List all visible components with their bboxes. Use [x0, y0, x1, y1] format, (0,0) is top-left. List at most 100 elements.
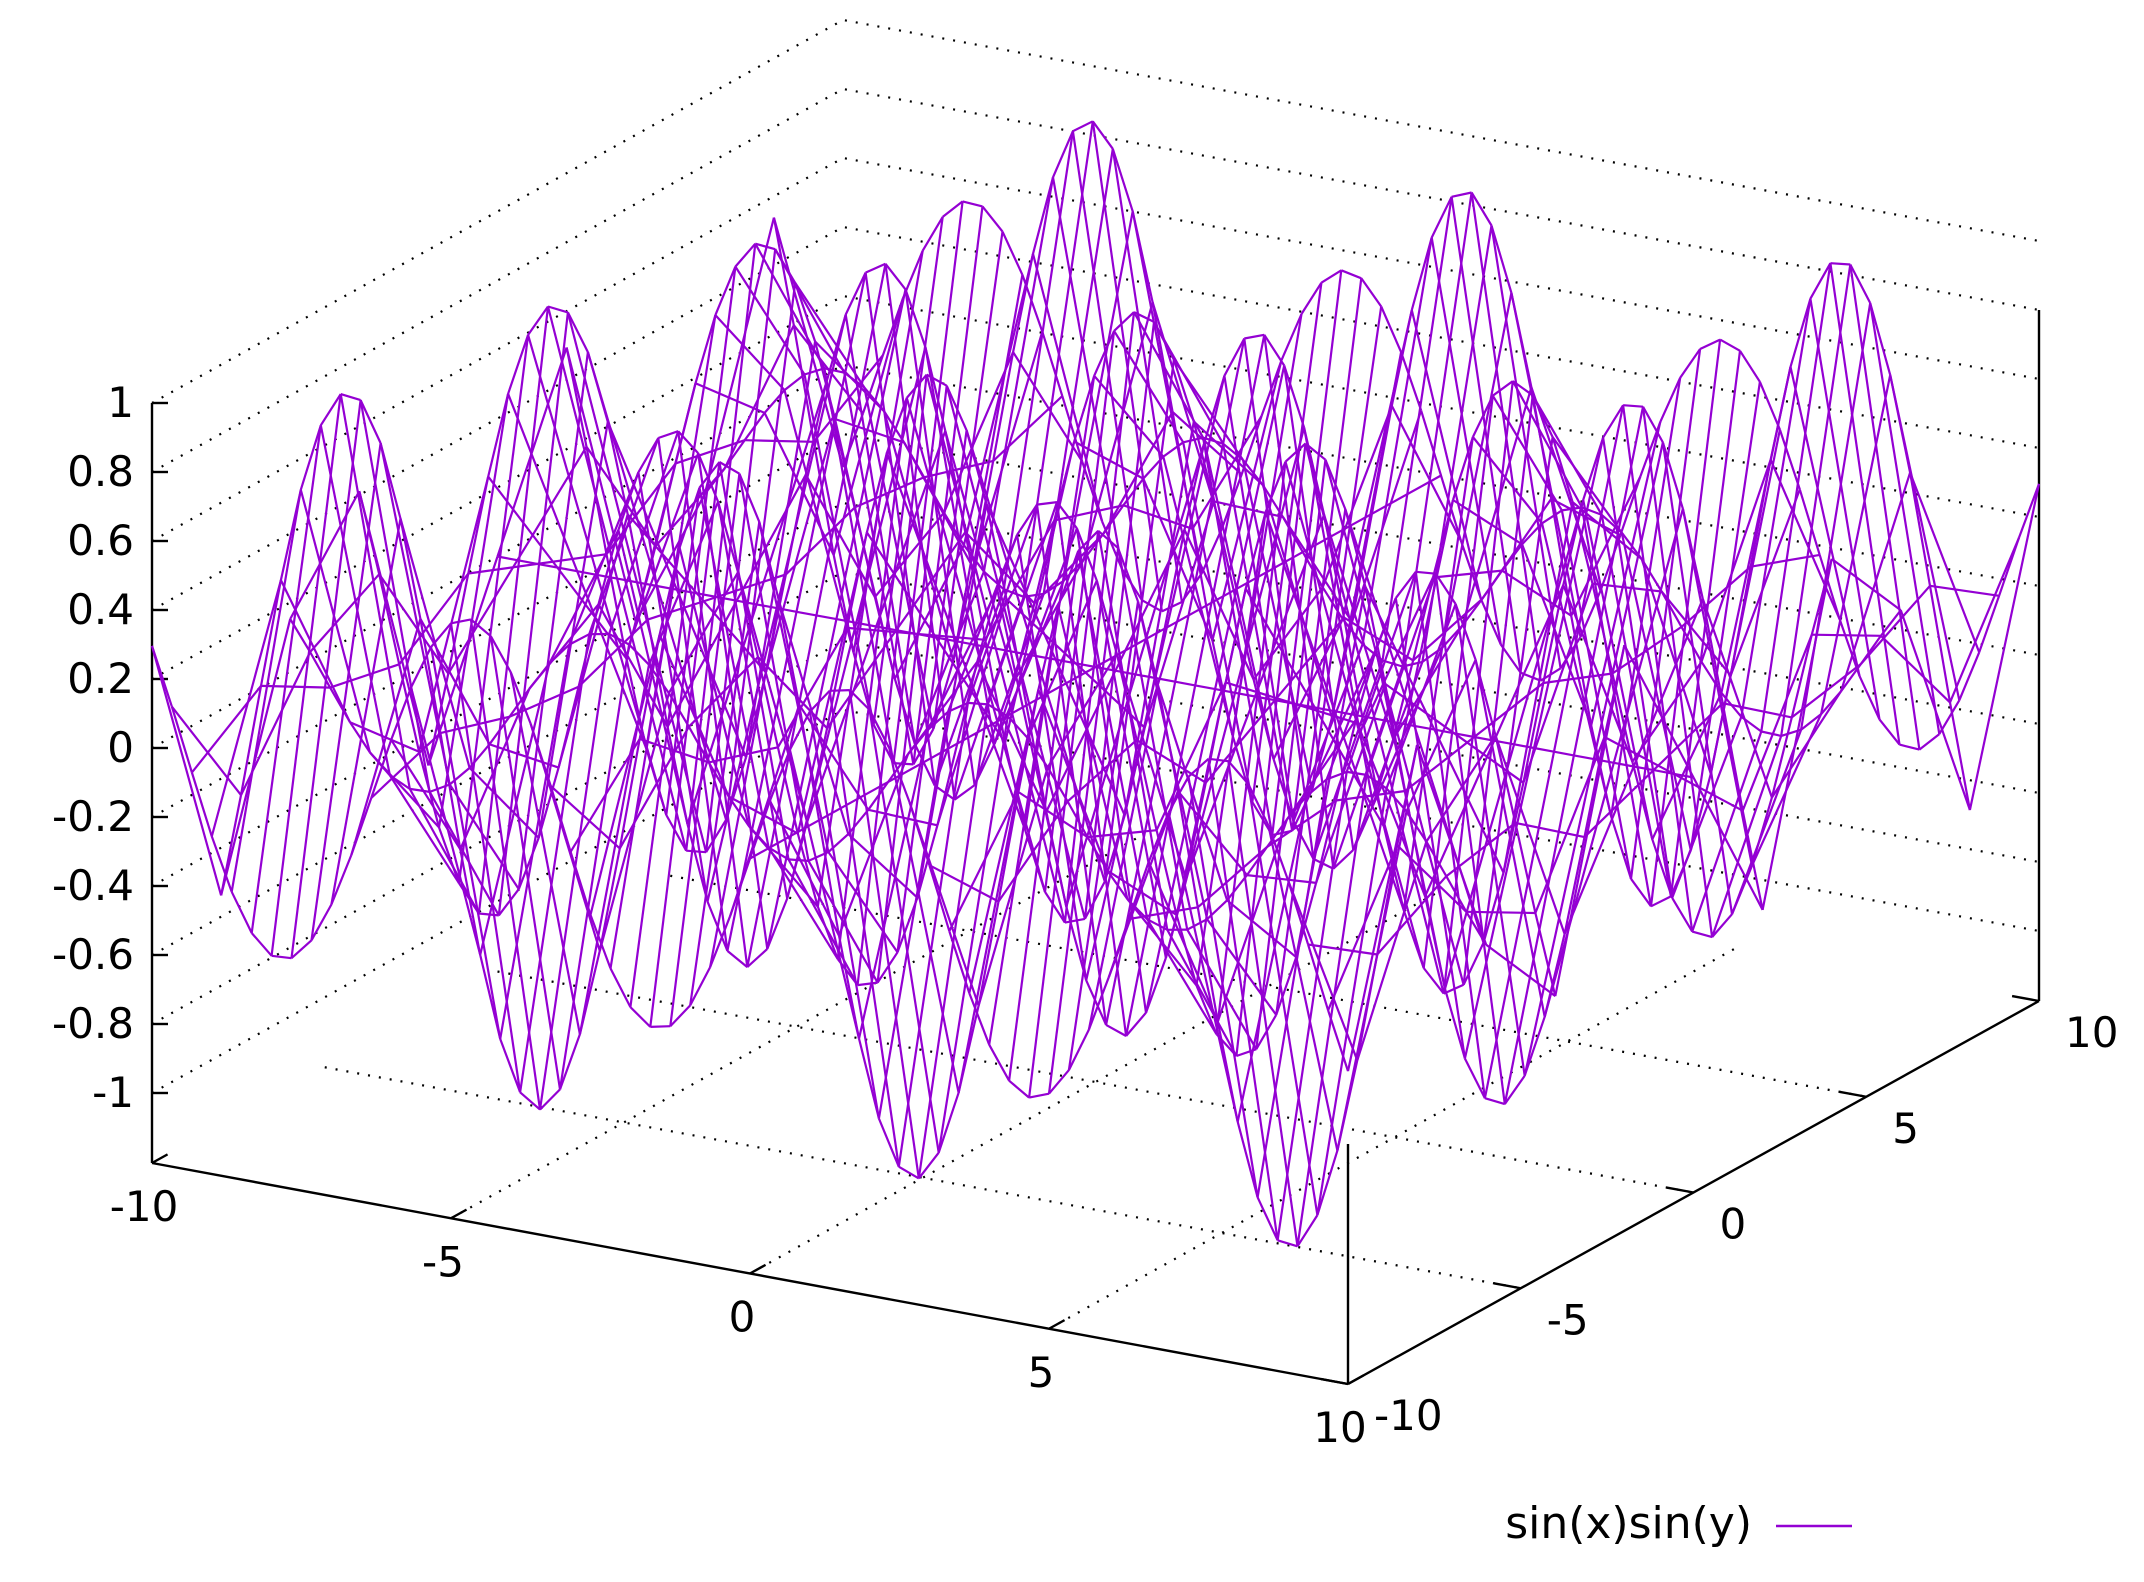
mesh-line-y: [1479, 598, 1502, 645]
mesh-line-y: [1144, 957, 1167, 1014]
mesh-line-y: [497, 888, 520, 917]
mesh-line-x: [1372, 647, 1444, 806]
mesh-line-x: [1511, 380, 1583, 508]
mesh-line-y: [1196, 907, 1219, 1022]
mesh-line-y: [1156, 685, 1179, 792]
mesh-line-y: [290, 939, 313, 960]
mesh-line-x: [430, 646, 502, 1040]
mesh-line-y: [1619, 476, 1642, 536]
mesh-line-y: [1155, 829, 1178, 916]
mesh-line-y: [565, 347, 588, 447]
mesh-line-x: [1222, 443, 1294, 831]
mesh-line-x: [596, 574, 668, 816]
mesh-line-y: [1659, 377, 1682, 423]
mesh-line-y: [734, 242, 757, 268]
mesh-line-x: [1263, 334, 1335, 869]
mesh-line-x: [1700, 459, 1772, 663]
mesh-line-x: [1182, 442, 1254, 803]
mesh-line-x: [289, 490, 361, 620]
mesh-line-x: [865, 531, 937, 639]
y-tick-mark: [1839, 1090, 1867, 1098]
mesh-line-x: [1472, 436, 1543, 524]
mesh-line-x: [1164, 589, 1235, 630]
mesh-line-x: [746, 615, 818, 968]
mesh-line-y: [1593, 758, 1615, 764]
mesh-line-x: [1689, 381, 1761, 851]
mesh-line-y: [1093, 330, 1116, 377]
mesh-line-x: [606, 421, 678, 591]
mesh-line-x: [629, 487, 701, 1008]
mesh-line-y: [1277, 1239, 1298, 1248]
mesh-line-y: [487, 393, 510, 477]
mesh-line-x: [1462, 395, 1534, 985]
mesh-line-y: [796, 610, 817, 617]
mesh-line-y: [705, 819, 728, 853]
mesh-line-y: [792, 325, 815, 442]
mesh-line-x: [1453, 732, 1525, 784]
mesh-line-x: [1175, 588, 1247, 916]
mesh-line-y: [1543, 933, 1566, 1018]
mesh-line-x: [1445, 822, 1517, 878]
mesh-line-x: [1312, 660, 1384, 860]
mesh-line-y: [1502, 782, 1525, 873]
mesh-line-x: [986, 501, 1059, 705]
mesh-line-y: [1133, 311, 1155, 323]
mesh-line-y: [1370, 405, 1393, 514]
mesh-line-x: [657, 437, 729, 952]
mesh-line-x: [1031, 253, 1104, 522]
mesh-line-x: [968, 689, 1040, 994]
mesh-line-x: [767, 846, 839, 960]
mesh-line-x: [775, 314, 847, 609]
mesh-line-y: [1135, 739, 1158, 831]
mesh-line-x: [884, 263, 956, 800]
mesh-line-y: [1001, 231, 1024, 276]
mesh-line-y: [628, 643, 650, 666]
mesh-line-x: [1673, 772, 1744, 812]
mesh-line-x: [997, 800, 1069, 903]
mesh-line-x: [1214, 365, 1286, 690]
mesh-line-y: [1066, 800, 1089, 838]
mesh-line-x: [796, 532, 868, 834]
mesh-line-y: [350, 797, 373, 856]
mesh-line-y: [1928, 585, 1952, 703]
mesh-line-x: [1294, 702, 1365, 727]
mesh-line-y: [1651, 838, 1674, 899]
mesh-line-y: [1739, 350, 1761, 383]
mesh-line-x: [1350, 410, 1423, 623]
mesh-line-y: [796, 833, 819, 907]
mesh-line-y: [1176, 790, 1199, 908]
mesh-line-y: [468, 743, 491, 769]
mesh-line-x: [1394, 597, 1466, 1059]
mesh-line-y: [1073, 375, 1096, 442]
mesh-line-y: [926, 373, 948, 387]
mesh-line-y: [1465, 911, 1488, 946]
mesh-line-y: [1208, 757, 1229, 763]
mesh-line-x: [359, 399, 431, 793]
mesh-line-y: [884, 263, 907, 291]
mesh-line-x: [1572, 406, 1645, 756]
mesh-line-x: [290, 399, 362, 959]
mesh-line-y: [1280, 313, 1303, 361]
mesh-line-x: [846, 626, 917, 635]
mesh-line-y: [390, 687, 413, 741]
mesh-line-x: [1880, 635, 1951, 704]
mesh-line-y: [876, 951, 899, 984]
mesh-line-x: [1376, 875, 1448, 956]
mesh-line-y: [686, 849, 707, 854]
mesh-line-x: [1364, 586, 1436, 731]
mesh-line-x: [171, 706, 242, 796]
mesh-line-y: [1522, 682, 1545, 783]
mesh-line-y: [1443, 988, 1466, 1059]
mesh-line-x: [1620, 532, 1692, 851]
mesh-line-y: [430, 622, 452, 648]
mesh-line-y: [865, 262, 886, 274]
mesh-line-x: [928, 864, 1000, 903]
mesh-line-x: [378, 573, 450, 675]
mesh-line-x: [634, 493, 706, 623]
mesh-line-y: [1286, 795, 1308, 821]
mesh-line-x: [1275, 508, 1347, 1016]
mesh-line-y: [1490, 225, 1513, 294]
mesh-line-x: [736, 571, 809, 823]
mesh-line-y: [1086, 836, 1109, 872]
mesh-line-y: [1326, 770, 1348, 781]
